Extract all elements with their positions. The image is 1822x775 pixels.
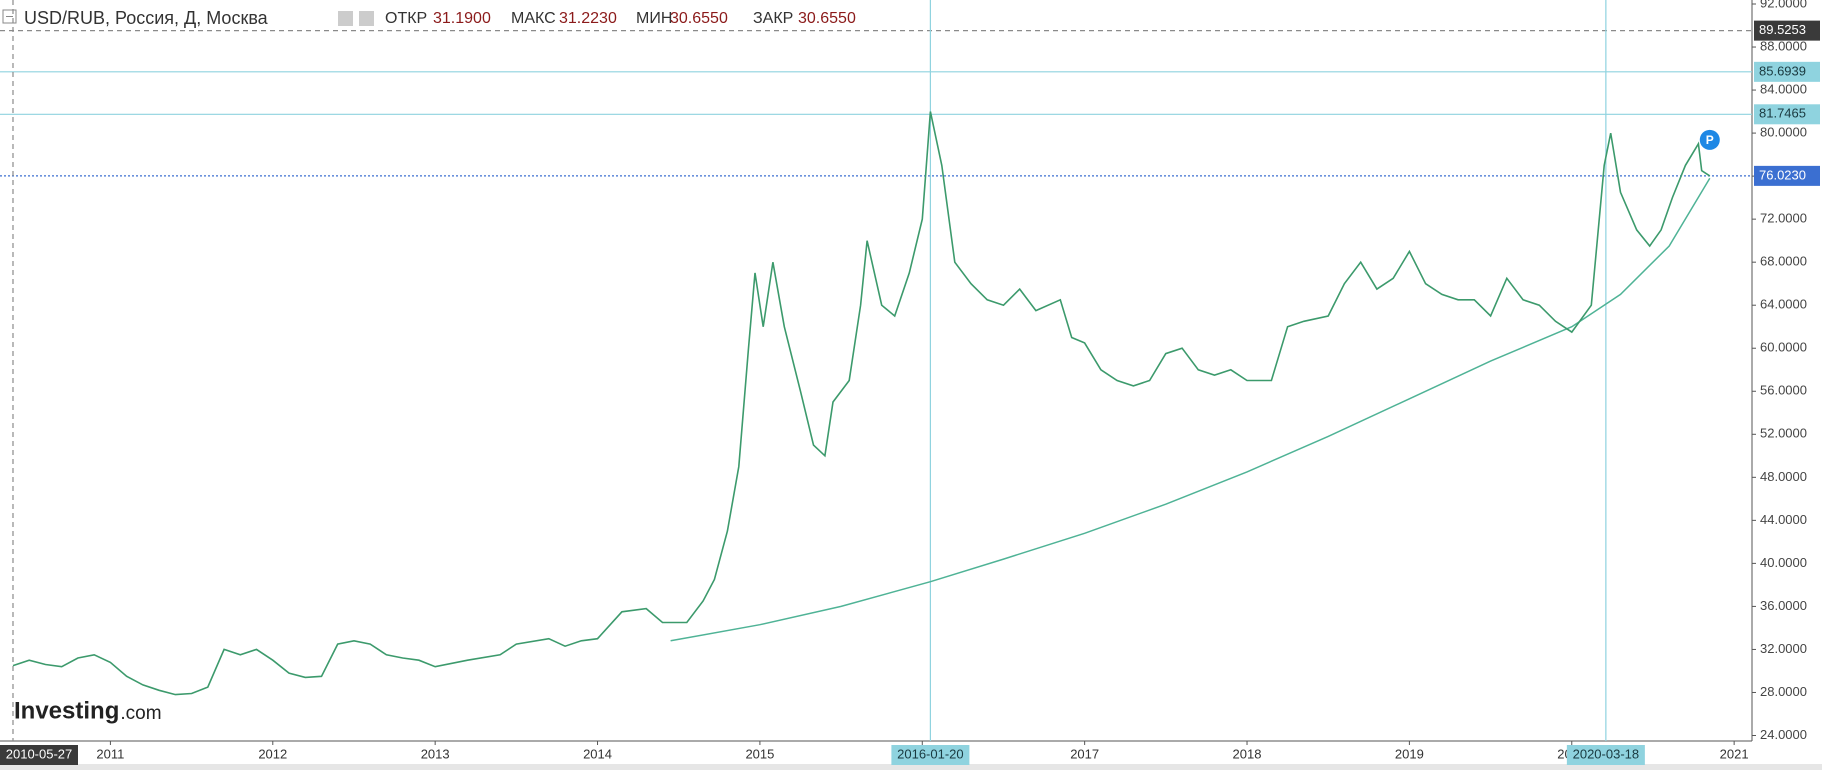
logo: Investing — [14, 697, 119, 724]
x-tick-label: 2019 — [1395, 746, 1424, 761]
h-line-label: 76.0230 — [1759, 167, 1806, 182]
x-tick-label: 2011 — [96, 746, 124, 761]
y-tick-label: 52.0000 — [1760, 426, 1807, 441]
h-line-label: 85.6939 — [1759, 63, 1806, 78]
v-line-label-bg — [1566, 745, 1645, 765]
x-tick-label: 2015 — [745, 746, 774, 761]
ohlc-label: ЗАКР — [753, 10, 793, 27]
footer-strip — [0, 764, 1822, 770]
x-tick-label: 2012 — [258, 746, 287, 761]
ohlc-value: 30.6550 — [670, 10, 728, 27]
h-line-label-bg — [1754, 61, 1820, 82]
y-tick-label: 88.0000 — [1760, 38, 1807, 53]
x-tick-label: 2013 — [421, 746, 450, 761]
y-tick-label: 60.0000 — [1760, 340, 1807, 355]
v-line-label-bg — [891, 745, 970, 765]
marker — [1699, 129, 1720, 150]
h-line-label-bg — [1754, 20, 1820, 41]
y-tick-label: 24.0000 — [1760, 727, 1807, 742]
settings-icon[interactable] — [338, 11, 353, 26]
x-tick-label: 2021 — [1720, 746, 1749, 761]
y-tick-label: 56.0000 — [1760, 383, 1807, 398]
v-line-label: 2010-05-27 — [6, 746, 73, 761]
y-tick-label: 80.0000 — [1760, 125, 1807, 140]
y-tick-label: 44.0000 — [1760, 512, 1807, 527]
logo-suffix: .com — [120, 703, 161, 724]
y-tick-label: 48.0000 — [1760, 469, 1807, 484]
price-line — [12, 111, 1711, 696]
ohlc-value: 31.1900 — [433, 10, 491, 27]
settings-icon[interactable] — [359, 11, 374, 26]
h-line-label: 81.7465 — [1759, 106, 1806, 121]
h-line-label: 89.5253 — [1759, 22, 1806, 37]
x-tick-label: 2017 — [1070, 746, 1099, 761]
v-line-label: 2016-01-20 — [897, 746, 964, 761]
y-tick-label: 64.0000 — [1760, 297, 1807, 312]
chart-title: USD/RUB, Россия, Д, Москва — [24, 8, 269, 28]
trend-curve — [670, 177, 1711, 642]
y-tick-label: 36.0000 — [1760, 598, 1807, 613]
y-tick-label: 40.0000 — [1760, 555, 1807, 570]
ohlc-label: МАКС — [511, 10, 556, 27]
ohlc-value: 31.2230 — [559, 10, 617, 27]
collapse-icon[interactable] — [2, 9, 17, 24]
v-line-label-bg — [0, 745, 78, 765]
ohlc-label: МИН — [636, 10, 672, 27]
y-tick-label: 84.0000 — [1760, 81, 1807, 96]
y-tick-label: 28.0000 — [1760, 684, 1807, 699]
marker-label: P — [1706, 133, 1714, 147]
ohlc-value: 30.6550 — [798, 10, 856, 27]
y-tick-label: 32.0000 — [1760, 641, 1807, 656]
x-tick-label: 2018 — [1233, 746, 1262, 761]
y-tick-label: 68.0000 — [1760, 254, 1807, 269]
h-line-label-bg — [1754, 165, 1820, 186]
v-line-label: 2020-03-18 — [1573, 746, 1640, 761]
ohlc-label: ОТКР — [385, 10, 427, 27]
h-line-label-bg — [1754, 104, 1820, 125]
y-tick-label: 72.0000 — [1760, 211, 1807, 226]
x-tick-label: 2014 — [583, 746, 612, 761]
y-tick-label: 92.0000 — [1760, 0, 1807, 10]
